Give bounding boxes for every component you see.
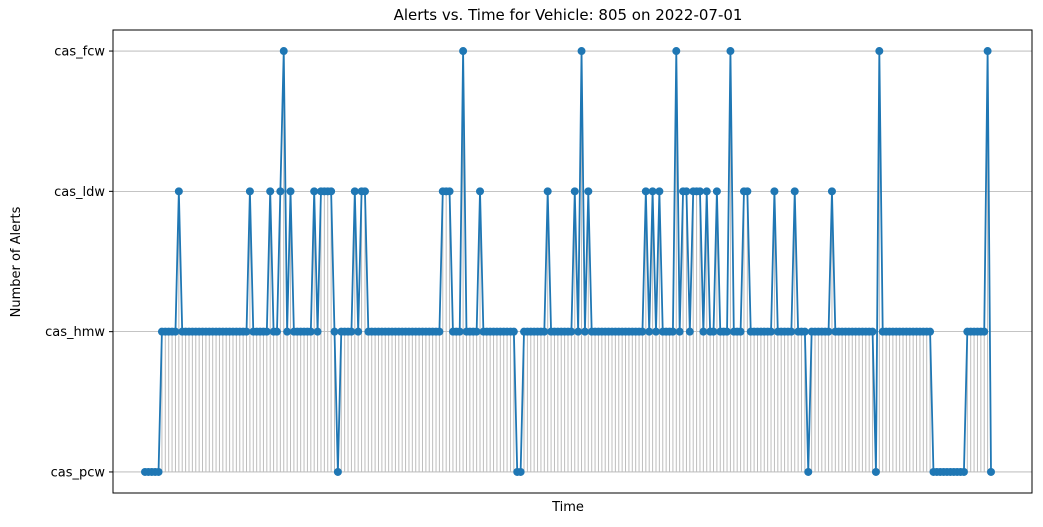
point xyxy=(171,327,180,336)
y-tick-label: cas_ldw xyxy=(54,185,105,200)
point xyxy=(330,327,339,336)
point xyxy=(459,47,468,56)
y-tick-label: cas_hmw xyxy=(45,325,105,340)
point xyxy=(445,187,454,196)
point xyxy=(516,467,525,476)
point xyxy=(645,327,654,336)
point xyxy=(279,47,288,56)
point xyxy=(313,327,322,336)
point xyxy=(675,327,684,336)
point xyxy=(472,327,481,336)
point xyxy=(787,327,796,336)
point xyxy=(283,327,292,336)
point xyxy=(584,187,593,196)
point xyxy=(570,187,579,196)
point xyxy=(476,187,485,196)
point xyxy=(875,47,884,56)
x-axis-label: Time xyxy=(551,500,584,515)
point xyxy=(306,327,315,336)
point xyxy=(987,467,995,476)
point xyxy=(770,187,779,196)
point xyxy=(790,187,799,196)
point xyxy=(800,327,809,336)
point xyxy=(577,47,586,56)
point xyxy=(827,187,836,196)
point xyxy=(824,327,833,336)
point xyxy=(276,187,285,196)
point xyxy=(266,187,275,196)
point xyxy=(871,467,880,476)
point xyxy=(767,327,776,336)
y-tick-label: cas_pcw xyxy=(51,465,106,480)
point xyxy=(310,187,319,196)
point xyxy=(350,187,359,196)
point xyxy=(804,467,813,476)
point xyxy=(262,327,271,336)
point xyxy=(327,187,336,196)
point xyxy=(455,327,464,336)
chart-title: Alerts vs. Time for Vehicle: 805 on 2022… xyxy=(394,6,743,24)
point xyxy=(685,327,694,336)
point xyxy=(926,327,935,336)
point xyxy=(174,187,183,196)
point xyxy=(354,327,363,336)
point xyxy=(641,187,650,196)
point xyxy=(709,327,718,336)
point xyxy=(651,327,660,336)
point xyxy=(360,187,369,196)
point xyxy=(638,327,647,336)
point xyxy=(959,467,968,476)
point xyxy=(286,187,295,196)
point xyxy=(245,187,254,196)
point xyxy=(723,327,732,336)
point xyxy=(712,187,721,196)
point xyxy=(726,47,735,56)
point xyxy=(543,187,552,196)
point xyxy=(702,187,711,196)
point xyxy=(580,327,589,336)
point xyxy=(655,187,664,196)
point xyxy=(648,187,657,196)
point xyxy=(743,187,752,196)
point xyxy=(736,327,745,336)
point xyxy=(567,327,576,336)
point xyxy=(695,187,704,196)
point xyxy=(980,327,989,336)
point xyxy=(699,327,708,336)
plot xyxy=(141,47,995,476)
point xyxy=(668,327,677,336)
point xyxy=(868,327,877,336)
point xyxy=(574,327,583,336)
point xyxy=(154,467,163,476)
point xyxy=(435,327,444,336)
point xyxy=(983,47,992,56)
point xyxy=(347,327,356,336)
point xyxy=(540,327,549,336)
point xyxy=(242,327,251,336)
point xyxy=(333,467,342,476)
point xyxy=(272,327,281,336)
point xyxy=(682,187,691,196)
axes-frame xyxy=(112,29,1033,494)
point xyxy=(509,327,518,336)
y-axis-label: Number of Alerts xyxy=(9,206,24,317)
y-tick-label: cas_fcw xyxy=(54,45,105,60)
point xyxy=(672,47,681,56)
